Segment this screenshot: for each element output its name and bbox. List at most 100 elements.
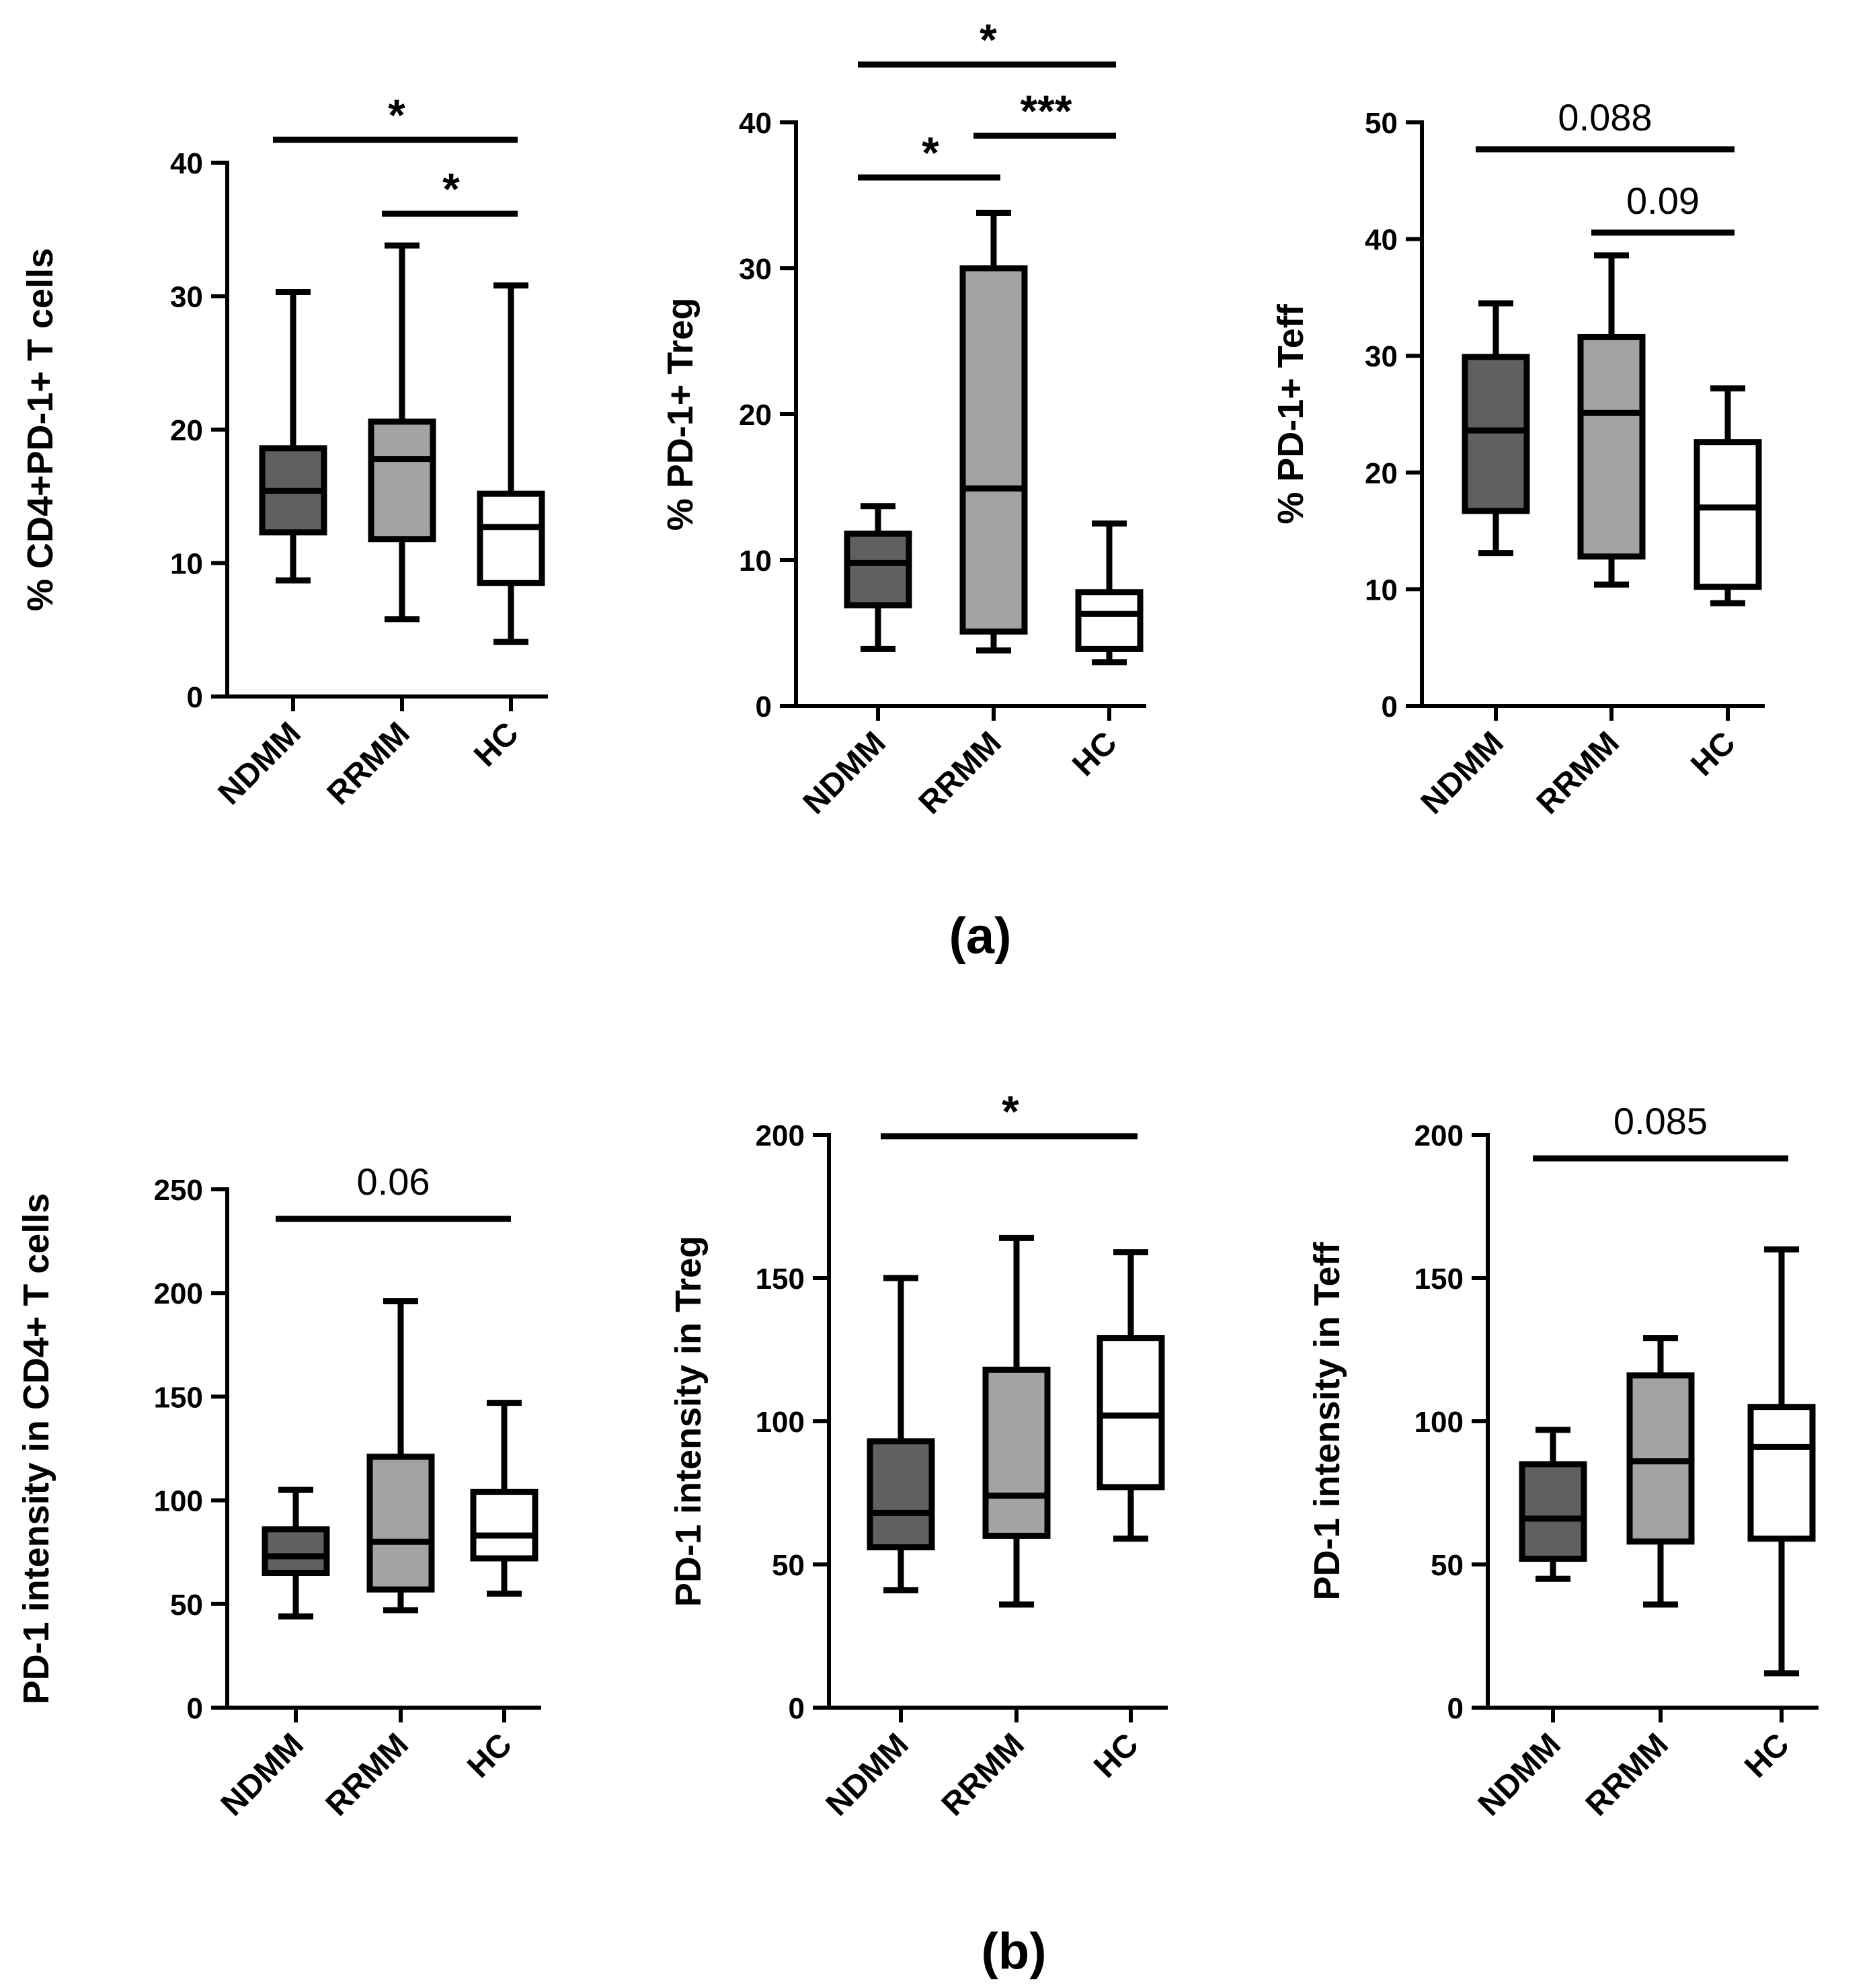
box-ndmm — [1519, 1427, 1587, 1582]
y-axis-title: % PD-1+ Teff — [1271, 303, 1311, 524]
y-tick-label: 50 — [170, 1589, 203, 1622]
box-ndmm — [262, 1486, 330, 1620]
category-label-hc: HC — [1087, 1726, 1145, 1784]
y-tick-label: 100 — [1414, 1406, 1464, 1439]
category-label-hc: HC — [1066, 725, 1123, 783]
significance-bar: * — [858, 15, 1116, 68]
category-label-hc: HC — [461, 1726, 518, 1784]
y-axis-title: % CD4+PD-1+ T cells — [20, 248, 61, 611]
iqr-box — [959, 265, 1028, 635]
panel-label-a: (a) — [949, 908, 1012, 965]
category-label-rrmm: RRMM — [912, 725, 1008, 821]
y-tick-label: 50 — [772, 1549, 805, 1582]
y-tick-label: 0 — [789, 1692, 805, 1725]
category-label-ndmm: NDMM — [1472, 1726, 1568, 1823]
y-axis-title: PD-1 intensity in Treg — [668, 1236, 709, 1607]
box-ndmm — [259, 289, 327, 584]
y-tick-label: 20 — [1365, 457, 1398, 490]
y-tick-label: 40 — [170, 147, 203, 180]
significance-label: 0.09 — [1626, 180, 1700, 222]
y-tick-label: 0 — [187, 681, 203, 714]
box-hc — [1693, 385, 1762, 606]
iqr-box — [982, 1366, 1051, 1539]
iqr-box — [1462, 354, 1530, 514]
significance-bar: 0.085 — [1533, 1100, 1788, 1162]
y-axis-title: PD-1 intensity in CD4+ T cells — [16, 1193, 56, 1705]
category-label-rrmm: RRMM — [1579, 1726, 1675, 1823]
y-tick-label: 150 — [756, 1263, 805, 1296]
y-tick-label: 150 — [154, 1381, 203, 1414]
iqr-box — [1747, 1404, 1816, 1542]
y-tick-label: 30 — [739, 253, 772, 286]
significance-label: * — [1002, 1086, 1019, 1136]
iqr-box — [366, 1454, 435, 1593]
y-tick-label: 0 — [1382, 690, 1398, 723]
iqr-box — [1075, 589, 1144, 652]
significance-bar: * — [881, 1086, 1138, 1140]
box-rrmm — [959, 210, 1028, 654]
chart-pd1-teff-percent: 0 10 20 30 40 50 % PD-1+ Teff NDMM RRMM HC 0.088 0.… — [1271, 96, 1765, 821]
category-label-hc: HC — [1684, 725, 1742, 783]
y-tick-label: 250 — [154, 1174, 203, 1207]
y-tick-label: 40 — [1365, 224, 1398, 257]
box-hc — [470, 1400, 539, 1597]
iqr-box — [470, 1488, 539, 1562]
y-tick-label: 20 — [170, 414, 203, 447]
iqr-box — [1693, 439, 1762, 590]
y-tick-label: 100 — [756, 1406, 805, 1439]
y-tick-label: 100 — [154, 1485, 203, 1518]
significance-label: 0.088 — [1558, 96, 1652, 138]
y-tick-label: 50 — [1365, 107, 1398, 140]
y-tick-label: 10 — [739, 545, 772, 578]
significance-bar: 0.09 — [1591, 180, 1735, 236]
significance-label: * — [922, 128, 939, 177]
box-rrmm — [1626, 1335, 1695, 1608]
category-label-rrmm: RRMM — [319, 1726, 415, 1823]
y-axis-title: % PD-1+ Treg — [660, 298, 701, 531]
y-tick-label: 30 — [1365, 340, 1398, 373]
y-tick-label: 0 — [187, 1692, 203, 1725]
category-label-ndmm: NDMM — [1414, 725, 1511, 821]
iqr-box — [477, 490, 545, 586]
y-axis-title: PD-1 intensity in Teff — [1307, 1241, 1347, 1600]
y-tick-label: 0 — [1447, 1692, 1464, 1725]
category-label-ndmm: NDMM — [820, 1726, 916, 1823]
y-tick-label: 10 — [1365, 573, 1398, 606]
significance-bar: * — [273, 90, 518, 143]
box-rrmm — [366, 1298, 435, 1614]
chart-cd4-pd1-percent: 0 10 20 30 40 % CD4+PD-1+ T cells NDMM RRMM HC * * — [20, 90, 548, 811]
y-tick-label: 150 — [1414, 1263, 1464, 1296]
box-rrmm — [368, 242, 436, 623]
significance-label: * — [442, 164, 460, 214]
significance-label: *** — [1020, 86, 1072, 136]
category-label-rrmm: RRMM — [1530, 725, 1626, 821]
box-hc — [1747, 1246, 1816, 1677]
iqr-box — [844, 530, 912, 608]
box-hc — [1075, 520, 1144, 666]
category-label-hc: HC — [1738, 1726, 1796, 1784]
significance-bar: * — [858, 128, 1000, 181]
y-tick-label: 40 — [739, 107, 772, 140]
iqr-box — [368, 418, 436, 543]
category-label-hc: HC — [467, 715, 525, 773]
category-label-rrmm: RRMM — [935, 1726, 1031, 1823]
panel-label-b: (b) — [981, 1923, 1046, 1980]
category-label-ndmm: NDMM — [214, 1726, 311, 1823]
box-rrmm — [982, 1234, 1051, 1608]
box-ndmm — [844, 503, 912, 652]
chart-pd1-intensity-cd4: 0 50 100 150 200 250 PD-1 intensity in CD4+ T … — [16, 1160, 541, 1823]
category-label-ndmm: NDMM — [797, 725, 893, 821]
y-tick-label: 200 — [154, 1277, 203, 1310]
significance-label: 0.06 — [357, 1160, 430, 1203]
y-tick-label: 20 — [739, 399, 772, 432]
iqr-box — [1519, 1461, 1587, 1562]
chart-pd1-intensity-treg: 0 50 100 150 200 PD-1 intensity in Treg NDMM RR… — [668, 1086, 1168, 1823]
significance-label: 0.085 — [1613, 1100, 1708, 1142]
box-hc — [1097, 1249, 1165, 1542]
y-tick-label: 200 — [1414, 1119, 1464, 1152]
significance-bar: * — [382, 164, 518, 217]
significance-bar: 0.06 — [276, 1160, 511, 1222]
iqr-box — [262, 1526, 330, 1577]
